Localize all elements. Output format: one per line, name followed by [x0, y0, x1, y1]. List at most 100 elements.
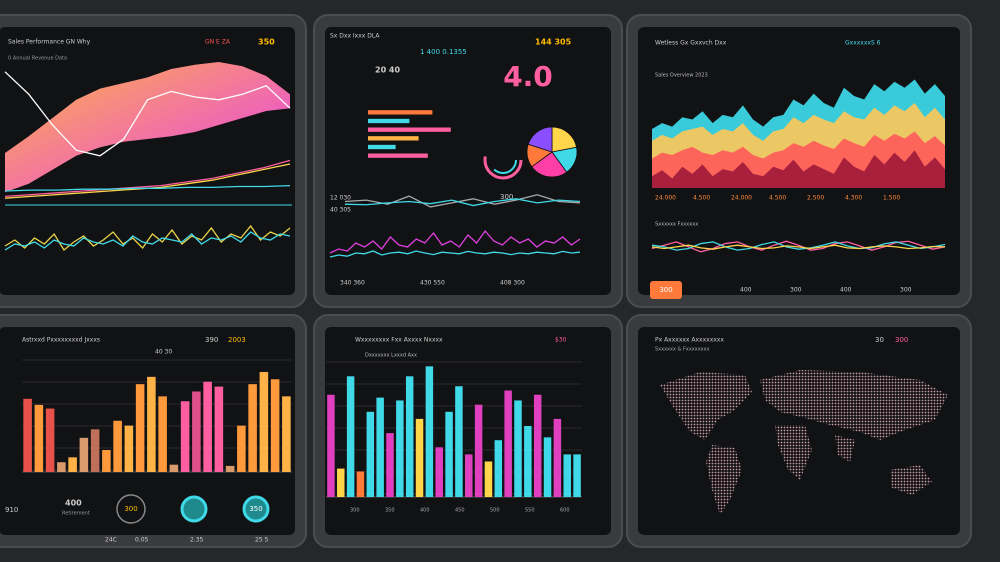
label: Astrxxd Pxxxxxxxxd Jxxxs	[22, 337, 100, 344]
bar	[415, 418, 424, 497]
label: Sales Overview 2023	[655, 73, 708, 79]
label: 300	[659, 286, 672, 294]
label: 12 030	[330, 195, 351, 202]
label: Wxxxxxxxx Fxx Axxxx Nxxxx	[355, 337, 443, 344]
bar	[192, 391, 201, 472]
label: 300	[500, 193, 513, 201]
label: 40 305	[330, 207, 351, 214]
label: 300	[900, 287, 912, 294]
bar	[543, 437, 552, 497]
gauge-ring	[116, 494, 146, 524]
line	[329, 250, 581, 258]
line	[4, 184, 291, 192]
map-region	[660, 372, 752, 440]
bar	[79, 437, 89, 472]
label: 300	[790, 287, 802, 294]
bar	[514, 400, 522, 497]
bar	[259, 371, 269, 472]
pie-slice	[527, 126, 553, 153]
bar	[180, 401, 190, 472]
label: 30	[875, 336, 884, 344]
label: 400	[740, 287, 752, 294]
label: 350	[385, 508, 395, 514]
bar	[327, 394, 335, 497]
bar	[435, 447, 443, 497]
line	[4, 71, 291, 157]
label: 4.500	[769, 195, 786, 202]
bar	[533, 394, 542, 497]
label: Px Axxxxxx Axxxxxxxx	[655, 337, 724, 344]
map-region	[706, 445, 742, 515]
label: GxxxxxxS 6	[845, 40, 881, 47]
bar	[169, 464, 179, 472]
label: 910	[5, 506, 18, 514]
bar	[425, 366, 434, 497]
bar	[553, 418, 562, 497]
line	[4, 159, 291, 198]
pie-slice	[551, 126, 578, 153]
bar	[57, 462, 66, 472]
area-band	[5, 62, 290, 193]
label: Sales Performance GN Why	[8, 39, 91, 46]
label: GN E ZA	[205, 39, 231, 46]
label: 1.500	[883, 195, 900, 202]
bar	[573, 454, 581, 497]
label: 300	[350, 508, 360, 514]
map-region	[760, 370, 948, 440]
gauge-ring	[489, 146, 517, 174]
bar	[337, 468, 345, 497]
bar	[465, 454, 473, 497]
label: 144 305	[535, 38, 572, 47]
label: 0.05	[135, 537, 149, 544]
label: 0 Annual Revenue Data	[8, 56, 67, 62]
bar	[237, 425, 246, 472]
label: 2.500	[807, 195, 824, 202]
bar	[34, 404, 44, 472]
label: 408 300	[500, 280, 525, 287]
bar	[524, 426, 532, 497]
bar	[494, 440, 503, 497]
label: Sx Dxx Ixxx DLA	[330, 33, 380, 40]
bar	[90, 429, 100, 472]
label: Wetless Gx Gxxvch Dxx	[655, 40, 727, 47]
label: 300	[895, 336, 908, 344]
bar	[396, 400, 404, 497]
label: 600	[560, 508, 570, 514]
bar	[225, 465, 235, 472]
label: 400	[840, 287, 852, 294]
bar	[368, 136, 419, 141]
label: Sxxxxxx Fxxxxxx	[655, 222, 698, 228]
label: 25 5	[255, 537, 269, 544]
bar	[368, 153, 428, 158]
gauge-ring	[180, 495, 208, 523]
bar	[455, 386, 463, 497]
bar	[368, 144, 396, 150]
bar	[366, 411, 375, 497]
label: Dxxxxxxx Lxxxd Axx	[365, 353, 417, 359]
line	[4, 224, 291, 251]
bar	[68, 457, 77, 472]
bar	[368, 127, 451, 132]
line	[4, 231, 291, 251]
bar	[203, 381, 212, 472]
label: $30	[555, 337, 567, 344]
bar	[356, 471, 365, 497]
label: 4.500	[693, 195, 710, 202]
bar	[346, 376, 355, 497]
label: Sxxxxxx & Fxxxxxxxx	[655, 347, 710, 353]
bar	[386, 433, 394, 497]
map-region	[890, 465, 932, 495]
label: 2.35	[190, 537, 204, 544]
label: 24.000	[731, 195, 752, 202]
gauge-ring	[242, 495, 270, 523]
pie-slice	[531, 151, 568, 178]
bar	[102, 450, 111, 472]
line	[651, 244, 946, 250]
label: 40 30	[155, 349, 172, 356]
bar	[135, 384, 145, 472]
label: Retirement	[62, 511, 90, 517]
bar	[147, 376, 156, 472]
bar	[45, 408, 55, 472]
bar	[405, 376, 414, 497]
label: 430 550	[420, 280, 445, 287]
